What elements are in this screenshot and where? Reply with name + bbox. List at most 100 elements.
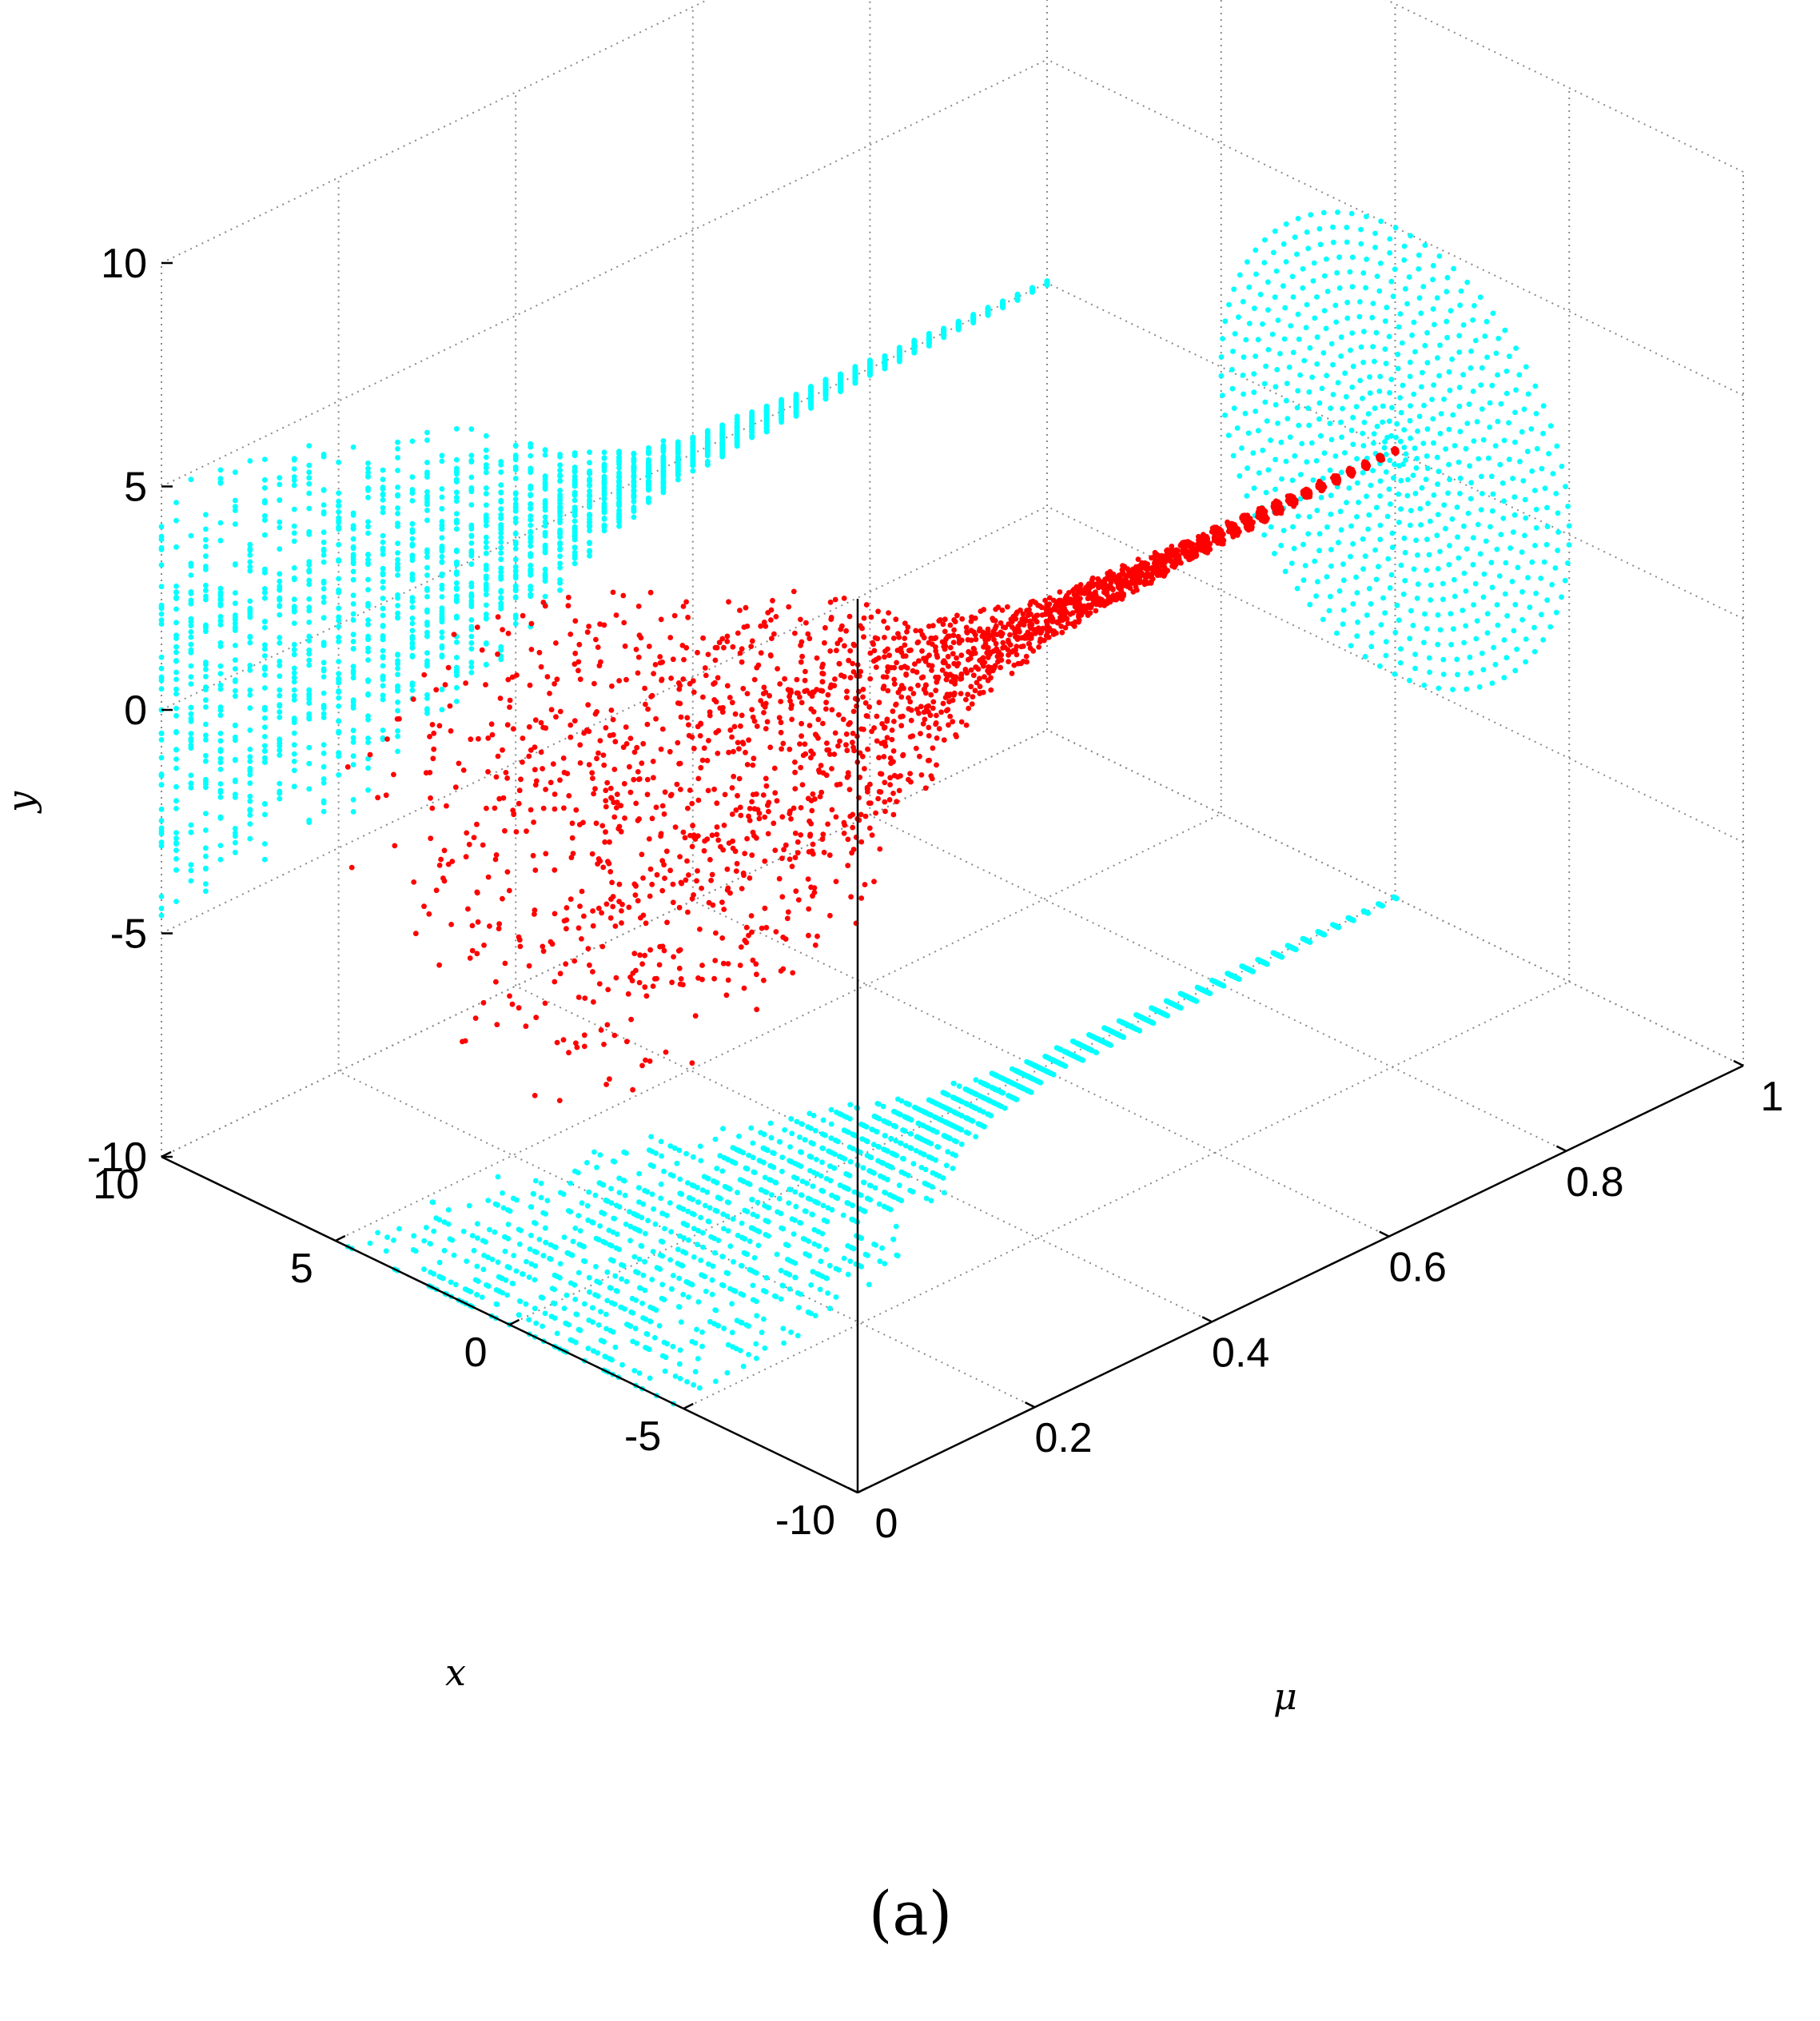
projection-point: [712, 1136, 719, 1142]
projection-point: [277, 635, 283, 640]
projection-point: [350, 601, 356, 607]
projection-point: [552, 1272, 558, 1278]
projection-point: [471, 1247, 477, 1254]
projection-point: [441, 1247, 448, 1254]
projection-point: [1435, 481, 1440, 488]
projection-point: [1354, 456, 1360, 462]
grid-line: [1046, 58, 1744, 397]
projection-point: [844, 1200, 850, 1206]
projection-point: [483, 573, 489, 580]
projection-point: [631, 1368, 638, 1373]
projection-point: [880, 1103, 886, 1110]
projection-point: [424, 594, 430, 600]
projection-point: [247, 798, 253, 804]
projection-point: [635, 1185, 642, 1191]
projection-point: [568, 1180, 574, 1186]
projection-point: [786, 1200, 792, 1206]
projection-point: [955, 321, 962, 327]
projection-point: [158, 806, 165, 812]
projection-point: [468, 452, 475, 458]
projection-point: [516, 1312, 522, 1318]
projection-point: [823, 1246, 829, 1253]
projection-point: [571, 497, 578, 504]
projection-point: [557, 553, 563, 560]
projection-point: [409, 571, 416, 577]
projection-point: [768, 1178, 774, 1183]
projection-point: [603, 1240, 608, 1246]
projection-point: [761, 1159, 767, 1166]
projection-point: [706, 1218, 712, 1225]
projection-point: [768, 1134, 775, 1141]
projection-point: [203, 866, 209, 872]
projection-point: [741, 1250, 747, 1256]
projection-point: [158, 605, 165, 612]
projection-point: [1377, 478, 1384, 484]
projection-point: [380, 572, 386, 578]
projection-point: [188, 772, 194, 779]
projection-point: [1053, 1058, 1059, 1065]
projection-point: [820, 1117, 826, 1123]
projection-point: [474, 1263, 480, 1270]
projection-point: [926, 335, 932, 341]
projection-point: [261, 618, 268, 624]
projection-point: [711, 1321, 717, 1327]
projection-point: [350, 639, 356, 644]
projection-point: [587, 470, 592, 476]
projection-point: [453, 456, 460, 463]
projection-point: [483, 464, 489, 471]
projection-point: [723, 1270, 730, 1276]
projection-point: [453, 561, 460, 568]
projection-point: [453, 426, 460, 432]
projection-point: [365, 621, 371, 628]
projection-point: [657, 1266, 663, 1272]
projection-point: [557, 516, 563, 523]
projection-point: [749, 415, 755, 421]
projection-point: [795, 1162, 801, 1168]
projection-point: [203, 544, 209, 550]
projection-point: [581, 1301, 587, 1307]
projection-point: [956, 1083, 962, 1089]
projection-point: [498, 506, 504, 512]
projection-point: [1431, 440, 1436, 446]
projection-point: [380, 727, 386, 733]
projection-point: [640, 1201, 647, 1207]
projection-point: [453, 489, 460, 496]
projection-point: [158, 737, 165, 743]
projection-point: [700, 1230, 706, 1236]
projection-point: [1370, 468, 1376, 473]
projection-point: [395, 439, 400, 445]
projection-point: [852, 365, 858, 371]
projection-point: [642, 1187, 647, 1194]
projection-point: [518, 1227, 524, 1234]
projection-point: [424, 572, 430, 578]
projection-point: [291, 675, 297, 681]
projection-point: [616, 512, 622, 519]
projection-point: [762, 1202, 768, 1209]
projection-point: [188, 629, 194, 635]
projection-point: [468, 474, 475, 480]
projection-point: [512, 568, 519, 574]
projection-point: [788, 1116, 795, 1122]
projection-point: [891, 1122, 898, 1129]
projection-point: [767, 1120, 774, 1126]
projection-point: [502, 1248, 508, 1254]
projection-point: [744, 1166, 751, 1172]
projection-point: [232, 795, 238, 800]
projection-point: [188, 735, 194, 742]
projection-point: [872, 1185, 878, 1191]
projection-point: [395, 652, 400, 657]
projection-point: [277, 497, 283, 504]
projection-point: [1360, 395, 1365, 401]
projection-point: [583, 1160, 590, 1166]
projection-point: [424, 549, 430, 556]
projection-point: [719, 1254, 726, 1260]
projection-point: [945, 1149, 951, 1155]
projection-point: [845, 1271, 851, 1278]
projection-point: [575, 1326, 582, 1333]
projection-point: [277, 546, 283, 552]
projection-point: [409, 680, 416, 687]
projection-point: [953, 1153, 958, 1158]
projection-point: [864, 1153, 870, 1158]
projection-point: [173, 676, 179, 683]
projection-point: [557, 587, 563, 593]
